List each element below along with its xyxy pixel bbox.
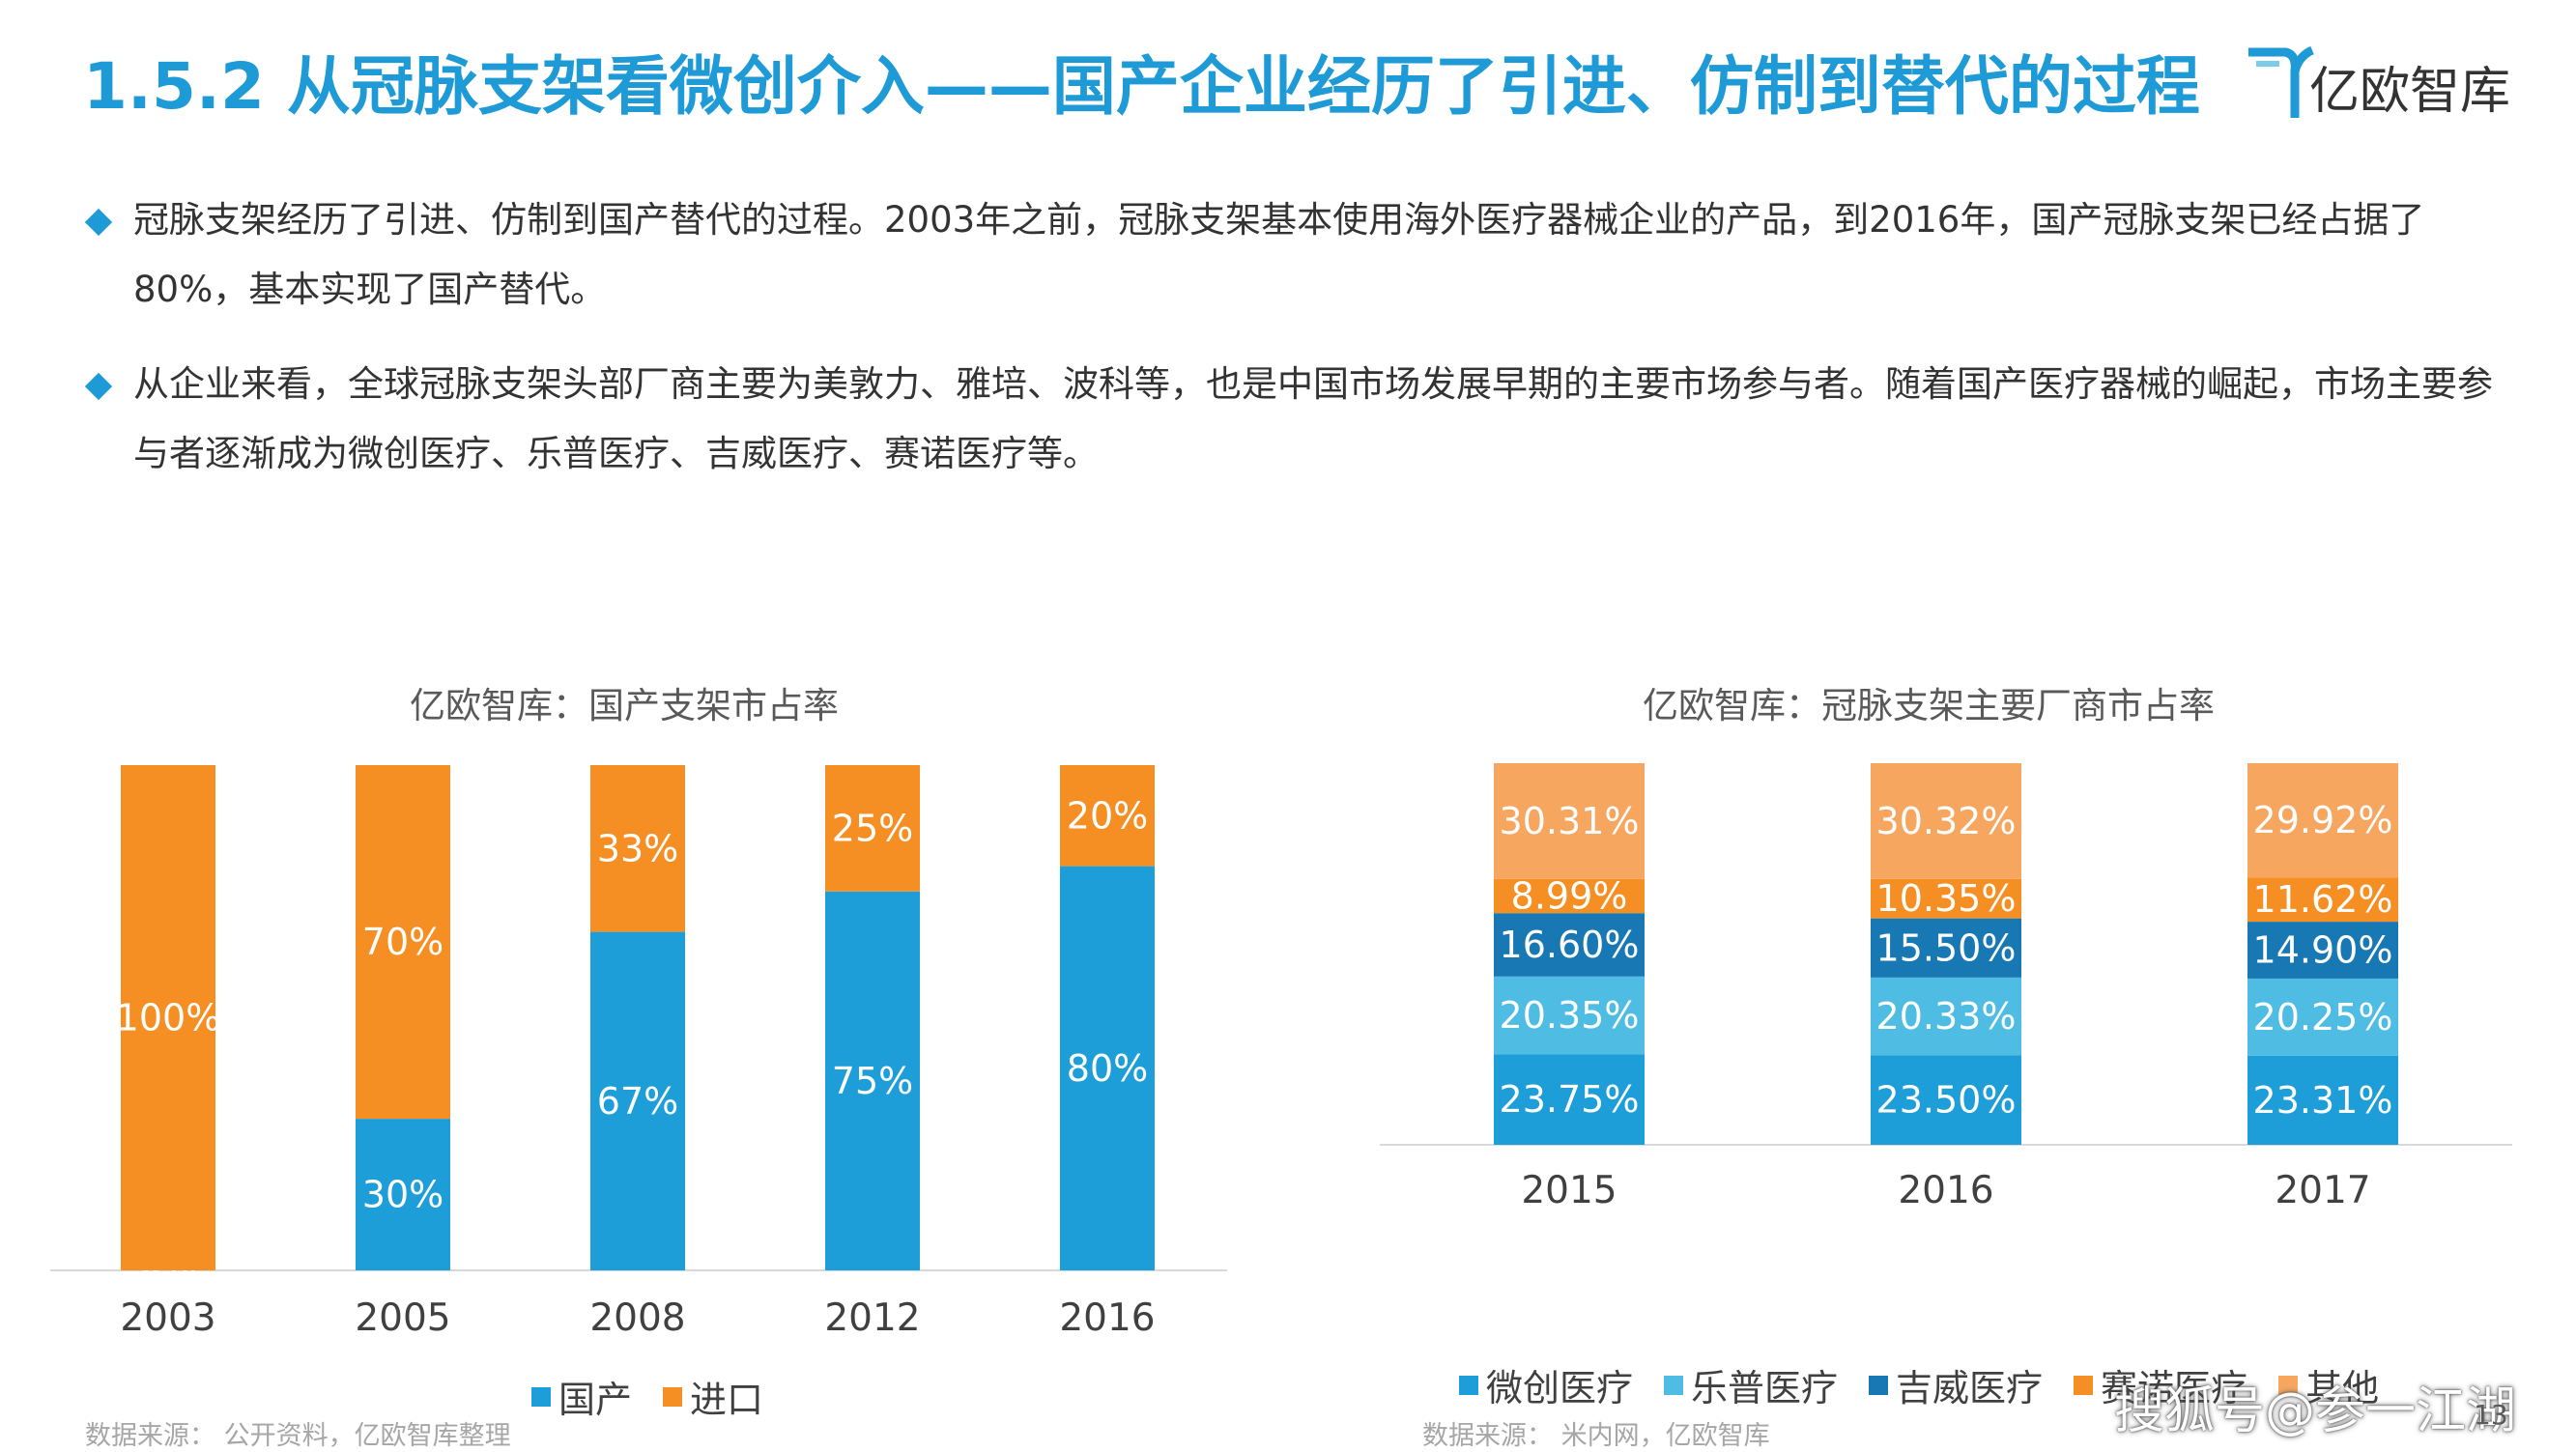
bar-segment-2005-国产 <box>356 1119 450 1270</box>
chart1-source: 数据来源： 公开资料，亿欧智库整理 <box>85 1421 511 1451</box>
data-label: 20.25% <box>2253 996 2393 1039</box>
legend-swatch <box>2074 1375 2094 1395</box>
bullet-item: 冠脉支架经历了引进、仿制到国产替代的过程。2003年之前，冠脉支架基本使用海外医… <box>83 185 2499 325</box>
legend-label: 乐普医疗 <box>1691 1367 1839 1409</box>
legend-label: 微创医疗 <box>1486 1367 1634 1409</box>
bar-segment-2016-国产 <box>1060 866 1155 1270</box>
data-label: 70% <box>362 921 444 963</box>
data-label: 25% <box>832 807 913 849</box>
legend-label: 吉威医疗 <box>1896 1367 2044 1409</box>
data-label: 30.31% <box>1500 800 1640 842</box>
chart2-vendor-share: 23.75% 20.35% 16.60% 8.99% 30.31% 2015 23.50% 2… <box>1380 763 2512 1212</box>
page-title: 1.5.2 从冠脉支架看微创介入——国产企业经历了引进、仿制到替代的过程 <box>83 49 2200 124</box>
bullet-list: 冠脉支架经历了引进、仿制到国产替代的过程。2003年之前，冠脉支架基本使用海外医… <box>83 185 2499 514</box>
data-label: 100% <box>116 997 221 1039</box>
diamond-bullet-icon <box>84 208 113 237</box>
bar-segment-2012-进口 <box>825 765 920 892</box>
chart1-domestic-share: 0%100%200330%70%200567%33%200875%25%2012… <box>50 765 1227 1340</box>
data-label: 23.75% <box>1500 1078 1640 1121</box>
bar-segment-2015-其他 <box>1494 763 1645 879</box>
x-tick-label: 2017 <box>2275 1169 2370 1212</box>
bar-segment-2016-微创医疗 <box>1871 1055 2021 1145</box>
data-label: 14.90% <box>2253 929 2393 972</box>
data-label: 75% <box>832 1060 913 1102</box>
logo-text: 亿欧智库 <box>2309 63 2511 121</box>
bar-segment-2012-国产 <box>825 891 920 1270</box>
legend-swatch <box>2278 1375 2299 1395</box>
bar-segment-2005-进口 <box>356 765 450 1120</box>
legend-label: 赛诺医疗 <box>2101 1367 2248 1409</box>
data-label: 67% <box>597 1080 678 1123</box>
legend-item: 国产 <box>531 1370 632 1423</box>
page-number: 13 <box>2474 1399 2508 1431</box>
x-tick-label: 2005 <box>355 1296 450 1340</box>
x-tick-label: 2012 <box>824 1296 920 1340</box>
data-label: 20.35% <box>1500 994 1640 1037</box>
bar-segment-2017-微创医疗 <box>2247 1055 2398 1145</box>
chart2-source: 数据来源： 米内网，亿欧智库 <box>1422 1421 1770 1451</box>
legend-item: 乐普医疗 <box>1664 1358 1838 1411</box>
logo-icon <box>2248 45 2314 118</box>
bar-segment-2015-吉威医疗 <box>1494 913 1645 977</box>
legend-item: 其他 <box>2278 1358 2379 1411</box>
bar-segment-2017-吉威医疗 <box>2247 922 2398 979</box>
data-label: 30% <box>362 1174 444 1216</box>
data-label: 23.50% <box>1876 1079 2017 1122</box>
bar-segment-2016-进口 <box>1060 765 1155 867</box>
bullet-text: 从企业来看，全球冠脉支架头部厂商主要为美敦力、雅培、波科等，也是中国市场发展早期… <box>133 363 2493 474</box>
data-label: 20% <box>1067 794 1148 837</box>
bullet-item: 从企业来看，全球冠脉支架头部厂商主要为美敦力、雅培、波科等，也是中国市场发展早期… <box>83 350 2499 489</box>
data-label: 15.50% <box>1876 926 2017 969</box>
chart1-title: 亿欧智库：国产支架市占率 <box>410 685 839 726</box>
x-tick-label: 2016 <box>1898 1169 1993 1212</box>
bar-segment-2016-其他 <box>1871 763 2021 879</box>
bar-segment-2016-吉威医疗 <box>1871 918 2021 978</box>
diamond-bullet-icon <box>84 372 113 401</box>
legend-label: 其他 <box>2305 1367 2380 1409</box>
chart2-title: 亿欧智库：冠脉支架主要厂商市占率 <box>1643 685 2215 726</box>
legend-swatch <box>663 1386 683 1407</box>
legend-label: 进口 <box>690 1379 764 1421</box>
bar-segment-2017-乐普医疗 <box>2247 978 2398 1056</box>
bar-segment-2016-乐普医疗 <box>1871 977 2021 1056</box>
data-label: 29.92% <box>2253 799 2393 841</box>
x-tick-label: 2015 <box>1521 1169 1617 1212</box>
legend-label: 国产 <box>558 1379 633 1421</box>
bar-segment-2008-进口 <box>590 765 685 932</box>
chart2-legend: 微创医疗 乐普医疗 吉威医疗 赛诺医疗 其他 <box>1459 1358 2410 1411</box>
x-tick-label: 2016 <box>1059 1296 1155 1340</box>
bar-segment-2017-其他 <box>2247 763 2398 878</box>
data-label: 16.60% <box>1500 924 1640 966</box>
bar-segment-2015-乐普医疗 <box>1494 976 1645 1055</box>
chart1-legend: 国产 进口 <box>531 1370 794 1423</box>
bullet-text: 冠脉支架经历了引进、仿制到国产替代的过程。2003年之前，冠脉支架基本使用海外医… <box>133 199 2425 310</box>
data-label: 80% <box>1067 1047 1148 1090</box>
data-label: 23.31% <box>2253 1079 2393 1122</box>
bar-segment-2008-国产 <box>590 931 685 1270</box>
bar-segment-2017-赛诺医疗 <box>2247 877 2398 923</box>
bar-segment-2016-赛诺医疗 <box>1871 878 2021 919</box>
x-tick-label: 2003 <box>120 1296 215 1340</box>
data-label: 10.35% <box>1876 877 2017 920</box>
legend-swatch <box>531 1386 551 1407</box>
data-label: 30.32% <box>1876 800 2017 842</box>
bar-segment-2015-赛诺医疗 <box>1494 878 1645 914</box>
legend-swatch <box>1869 1375 1889 1395</box>
bar-segment-2003-进口 <box>121 765 215 1270</box>
bar-segment-2015-微创医疗 <box>1494 1054 1645 1145</box>
data-label: 33% <box>597 827 678 869</box>
legend-item: 吉威医疗 <box>1869 1358 2043 1411</box>
legend-swatch <box>1664 1375 1684 1395</box>
data-label: 11.62% <box>2253 878 2393 921</box>
legend-swatch <box>1459 1375 1478 1395</box>
data-label: 8.99% <box>1511 874 1628 917</box>
legend-item: 微创医疗 <box>1459 1358 1633 1411</box>
data-label: 20.33% <box>1876 995 2017 1038</box>
legend-item: 进口 <box>663 1370 763 1423</box>
x-tick-label: 2008 <box>589 1296 685 1340</box>
legend-item: 赛诺医疗 <box>2074 1358 2247 1411</box>
watermark: 搜狐号@参一江湖 <box>2114 1382 2517 1440</box>
